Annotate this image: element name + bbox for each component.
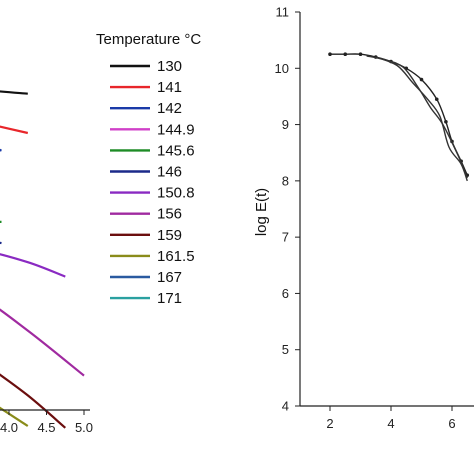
left-series-line-142 — [0, 148, 2, 152]
right-y-tick-label: 6 — [282, 286, 289, 301]
right-y-tick-label: 8 — [282, 173, 289, 188]
left-series-line-130 — [0, 90, 28, 95]
right-y-tick-label: 5 — [282, 342, 289, 357]
left-panel: 4.0 4.5 5.0 Temperature °C 130 141 142 144.9 1… — [0, 31, 201, 435]
left-series-line-150.8 — [0, 253, 66, 278]
left-x-tick-label: 5.0 — [75, 420, 93, 435]
left-x-tick-label: 4.0 — [0, 420, 18, 435]
right-series-point — [343, 52, 348, 57]
right-y-tick-label: 9 — [282, 117, 289, 132]
legend-label-142: 142 — [157, 100, 182, 117]
right-series-line-2 — [375, 56, 468, 182]
left-series-line-146 — [0, 241, 2, 245]
right-series-point — [419, 77, 424, 82]
right-x-tick-label: 4 — [387, 416, 394, 431]
right-series-line-1 — [366, 55, 468, 179]
right-y-tick-label: 4 — [282, 399, 289, 414]
right-y-tick-label: 7 — [282, 230, 289, 245]
right-series-point — [358, 52, 363, 57]
right-series-point — [444, 119, 448, 124]
right-x-tick-label: 2 — [326, 416, 333, 431]
legend-label-161.5: 161.5 — [157, 248, 195, 265]
right-x-tick-label: 6 — [448, 416, 455, 431]
right-series-point — [328, 52, 332, 57]
right-series-line-0 — [330, 53, 468, 176]
legend-label-171: 171 — [157, 290, 182, 307]
right-series-point — [434, 97, 439, 102]
legend-label-167: 167 — [157, 269, 182, 286]
right-y-axis-label: log E(t) — [253, 188, 270, 236]
legend-label-146: 146 — [157, 164, 182, 181]
right-y-tick-label: 11 — [276, 5, 290, 20]
right-panel: 4 5 6 7 8 9 10 11 2 4 6 log E(t) — [253, 5, 474, 431]
left-series-line-161.5 — [0, 406, 29, 427]
legend-label-141: 141 — [157, 79, 182, 96]
left-series-line-156 — [0, 308, 85, 377]
left-series-line-159 — [0, 373, 67, 429]
legend-label-159: 159 — [157, 227, 182, 244]
legend-label-145.6: 145.6 — [157, 142, 195, 159]
legend-label-150.8: 150.8 — [157, 185, 195, 202]
left-series-line-141 — [0, 125, 29, 135]
legend-label-144.9: 144.9 — [157, 121, 195, 138]
legend-title: Temperature °C — [96, 31, 201, 48]
legend-label-130: 130 — [157, 58, 182, 75]
legend: Temperature °C 130 141 142 144.9 145.6 146 150… — [96, 31, 201, 307]
left-x-tick-label: 4.5 — [37, 420, 55, 435]
right-y-tick-label: 10 — [275, 61, 289, 76]
legend-label-156: 156 — [157, 206, 182, 223]
left-series-line-145.6 — [0, 220, 2, 223]
